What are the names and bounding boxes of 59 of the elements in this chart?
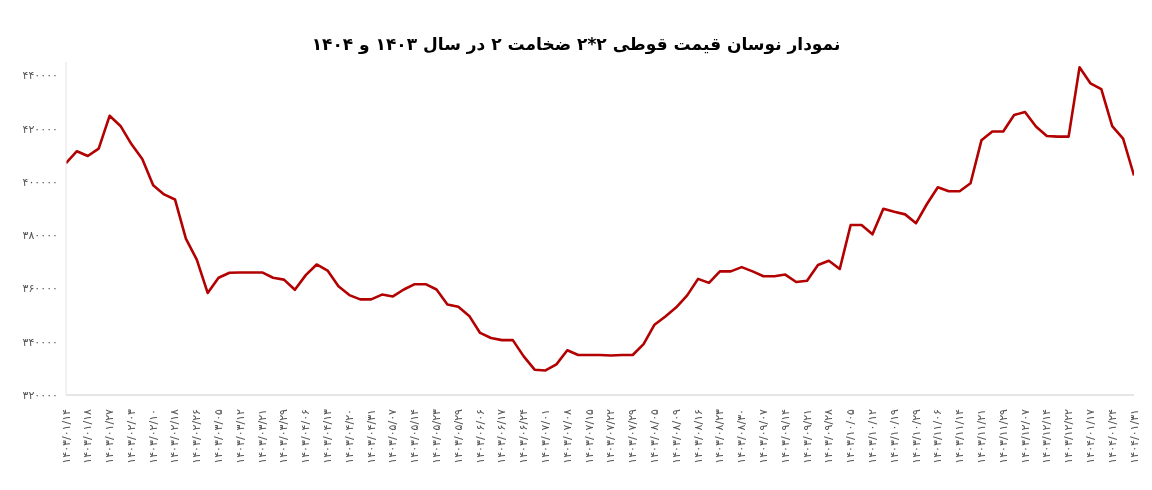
x-tick-label: ۱۴۰۳/۰۲/۰۳: [124, 408, 138, 464]
x-tick-label: ۱۴۰۳/۰۸/۱۶: [691, 409, 705, 464]
x-tick-label: ۱۴۰۳/۰۴/۲۰: [342, 409, 356, 464]
x-tick-label: ۱۴۰۳/۰۱/۱۸: [81, 408, 95, 464]
x-tick-label: ۱۴۰۳/۰۴/۰۶: [299, 409, 313, 464]
x-tick-label: ۱۴۰۴/۰۱/۳۱: [1127, 409, 1141, 464]
x-tick-label: ۱۴۰۳/۰۹/۲۱: [800, 409, 814, 464]
x-tick-label: ۱۴۰۳/۱۱/۱۴: [953, 408, 967, 464]
x-tick-label: ۱۴۰۳/۰۸/۲۳: [713, 408, 727, 464]
x-tick-label: ۱۴۰۳/۰۵/۲۹: [451, 408, 465, 464]
x-tick-label: ۱۴۰۳/۰۶/۲۴: [517, 408, 531, 464]
x-tick-label: ۱۴۰۳/۰۳/۱۲: [233, 408, 247, 464]
x-tick-label: ۱۴۰۳/۰۵/۲۳: [430, 408, 444, 464]
x-tick-label: ۱۴۰۳/۱۰/۱۹: [887, 408, 901, 464]
x-tick-label: ۱۴۰۳/۱۱/۲۹: [996, 408, 1010, 464]
x-tick-label: ۱۴۰۳/۰۳/۲۹: [277, 408, 291, 464]
y-tick-label: ۴۴۰۰۰۰: [22, 69, 58, 83]
x-tick-label: ۱۴۰۳/۰۹/۱۴: [778, 408, 792, 464]
x-tick-label: ۱۴۰۳/۰۴/۱۳: [321, 408, 335, 464]
x-tick-label: ۱۴۰۳/۰۸/۳۰: [735, 409, 749, 464]
x-tick-label: ۱۴۰۳/۱۰/۰۵: [844, 408, 858, 464]
x-tick-label: ۱۴۰۳/۱۱/۰۶: [931, 409, 945, 464]
x-tick-label: ۱۴۰۳/۰۸/۰۵: [647, 408, 661, 464]
x-tick-label: ۱۴۰۳/۰۹/۲۸: [822, 408, 836, 464]
x-tick-label: ۱۴۰۳/۱۰/۱۲: [865, 408, 879, 464]
x-tick-label: ۱۴۰۳/۰۷/۲۲: [604, 408, 618, 464]
x-tick-label: ۱۴۰۳/۰۷/۰۸: [560, 408, 574, 464]
x-tick-label: ۱۴۰۳/۰۲/۱۸: [168, 408, 182, 464]
y-tick-label: ۳۶۰۰۰۰: [22, 282, 58, 296]
x-tick-label: ۱۴۰۳/۱۲/۱۴: [1040, 408, 1054, 464]
y-tick-label: ۴۲۰۰۰۰: [22, 122, 58, 136]
x-tick-label: ۱۴۰۳/۰۸/۰۹: [669, 408, 683, 464]
x-tick-label: ۱۴۰۳/۰۵/۰۷: [386, 408, 400, 464]
x-tick-label: ۱۴۰۳/۰۱/۲۷: [103, 408, 117, 464]
x-tick-label: ۱۴۰۳/۱۲/۲۲: [1062, 408, 1076, 464]
x-tick-label: ۱۴۰۳/۰۷/۲۹: [626, 408, 640, 464]
x-tick-label: ۱۴۰۳/۰۳/۲۱: [255, 409, 269, 464]
x-tick-label: ۱۴۰۳/۰۲/۲۶: [190, 409, 204, 464]
x-tick-label: ۱۴۰۳/۰۶/۰۶: [473, 409, 487, 464]
y-tick-label: ۳۸۰۰۰۰: [22, 229, 58, 243]
x-tick-label: ۱۴۰۳/۰۳/۰۵: [212, 408, 226, 464]
x-tick-label: ۱۴۰۳/۰۷/۱۵: [582, 408, 596, 464]
x-tick-label: ۱۴۰۳/۱۰/۲۹: [909, 408, 923, 464]
x-tick-label: ۱۴۰۳/۰۹/۰۷: [756, 408, 770, 464]
y-tick-label: ۳۲۰۰۰۰: [22, 388, 58, 402]
x-tick-label: ۱۴۰۳/۰۷/۰۱: [539, 409, 553, 464]
x-tick-label: ۱۴۰۳/۰۵/۱۴: [408, 408, 422, 464]
x-tick-label: ۱۴۰۳/۰۶/۱۷: [495, 408, 509, 464]
y-tick-label: ۳۴۰۰۰۰: [22, 335, 58, 349]
y-tick-label: ۴۰۰۰۰۰: [22, 175, 58, 189]
x-tick-label: ۱۴۰۳/۱۱/۲۱: [974, 409, 988, 464]
x-tick-label: ۱۴۰۴/۰۱/۲۴: [1105, 408, 1119, 464]
chart-title: نمودار نوسان قیمت قوطی ۲*۲ ضخامت ۲ در سال ۱۴۰۳ و ۱۴۰۴: [310, 33, 842, 56]
x-tick-label: ۱۴۰۳/۰۴/۳۱: [364, 409, 378, 464]
line-series: [66, 66, 1134, 372]
x-tick-label: ۱۴۰۳/۰۲/۱۰: [146, 409, 160, 464]
x-tick-label: ۱۴۰۳/۱۲/۰۷: [1018, 408, 1032, 464]
x-tick-label: ۱۴۰۴/۰۱/۱۷: [1083, 408, 1097, 464]
x-tick-label: ۱۴۰۳/۰۱/۱۴: [59, 408, 73, 464]
